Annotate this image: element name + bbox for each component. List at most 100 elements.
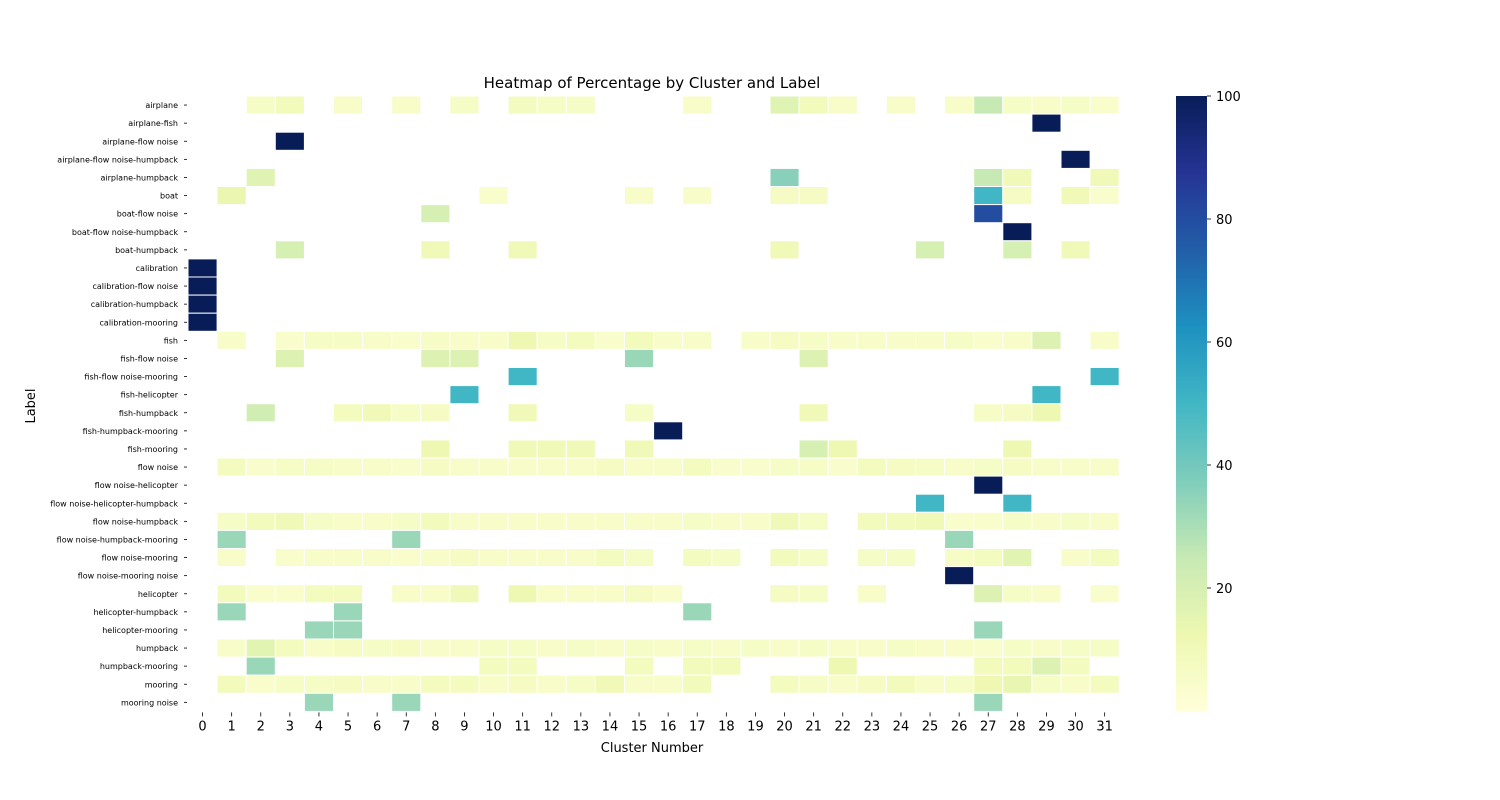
heatmap-cell: [216, 584, 247, 604]
heatmap-cell: [333, 457, 364, 477]
x-tick-label: 30: [1067, 719, 1084, 734]
heatmap-cell: [1031, 403, 1062, 423]
heatmap-cell: [594, 674, 626, 694]
heatmap-cell: [885, 511, 917, 531]
heatmap-cell: [798, 674, 829, 694]
heatmap-cell: [536, 638, 567, 658]
colorbar-tick-label: 40: [1216, 459, 1233, 474]
heatmap-cell: [885, 457, 917, 477]
heatmap-cell: [798, 403, 829, 423]
heatmap-cell: [1060, 240, 1091, 260]
heatmap-cell: [1031, 584, 1062, 604]
y-tick-label: flow noise-helicopter: [95, 481, 179, 490]
heatmap-cell: [449, 95, 480, 115]
x-tick-label: 24: [893, 719, 910, 734]
y-tick-label: calibration-humpback: [91, 300, 179, 309]
heatmap-cell: [362, 674, 393, 694]
heatmap-cell: [827, 439, 858, 459]
heatmap-cell: [1060, 638, 1091, 658]
heatmap-cell: [1002, 330, 1033, 350]
heatmap-cell: [187, 294, 218, 314]
heatmap-cell: [1031, 330, 1062, 350]
heatmap-cell: [769, 511, 800, 531]
y-tick-label: flow noise-helicopter-humpback: [50, 499, 178, 508]
heatmap-cell: [303, 638, 334, 658]
heatmap-cell: [391, 95, 422, 115]
heatmap-cell: [682, 186, 713, 206]
heatmap-cell: [1089, 95, 1120, 115]
heatmap-cell: [798, 95, 829, 115]
y-tick-label: humpback: [136, 644, 178, 653]
heatmap-cell: [1031, 511, 1062, 531]
x-tick-label: 0: [198, 719, 206, 734]
heatmap-cell: [565, 638, 596, 658]
heatmap-cell: [915, 674, 946, 694]
heatmap-cell: [478, 656, 509, 676]
heatmap-cell: [1089, 511, 1120, 531]
heatmap-cell: [624, 403, 655, 423]
colorbar-tick-label: 100: [1216, 90, 1241, 105]
heatmap-cell: [536, 457, 567, 477]
heatmap-cell: [682, 674, 713, 694]
heatmap-cell: [885, 674, 917, 694]
y-tick-label: calibration-flow noise: [92, 282, 178, 291]
heatmap-cell: [973, 457, 1004, 477]
heatmap-cell: [944, 566, 975, 586]
heatmap-cell: [420, 638, 451, 658]
heatmap-cell: [449, 511, 480, 531]
x-tick-label: 12: [543, 719, 560, 734]
heatmap-cell: [216, 457, 247, 477]
heatmap-cell: [1089, 674, 1120, 694]
heatmap-cell: [1031, 95, 1062, 115]
heatmap-cell: [740, 638, 771, 658]
heatmap-cell: [565, 439, 596, 459]
heatmap-cell: [565, 674, 596, 694]
heatmap-cell: [420, 584, 451, 604]
heatmap-cell: [333, 620, 364, 640]
y-tick-label: fish-flow noise-mooring: [84, 373, 178, 382]
heatmap-cell: [653, 511, 684, 531]
heatmap-cell: [973, 620, 1004, 640]
x-tick-label: 10: [485, 719, 502, 734]
x-tick-label: 18: [718, 719, 735, 734]
heatmap-cell: [1089, 186, 1120, 206]
heatmap-cell: [594, 457, 626, 477]
heatmap-cell: [798, 584, 829, 604]
heatmap-cell: [682, 511, 713, 531]
heatmap-cell: [1060, 548, 1091, 568]
heatmap-cell: [1002, 674, 1033, 694]
heatmap-cell: [536, 548, 567, 568]
heatmap-cell: [915, 240, 946, 260]
heatmap-cell: [769, 584, 800, 604]
heatmap-cell: [420, 204, 451, 224]
heatmap-cell: [565, 511, 596, 531]
heatmap-cell: [740, 457, 771, 477]
heatmap-cell: [624, 186, 655, 206]
heatmap-cell: [507, 367, 538, 387]
heatmap-cell: [915, 457, 946, 477]
heatmap-cell: [944, 638, 975, 658]
y-tick-label: flow noise-humpback: [93, 517, 179, 526]
heatmap-cell: [507, 674, 538, 694]
heatmap-cell: [303, 692, 334, 712]
x-tick-label: 2: [257, 719, 265, 734]
heatmap-cell: [420, 330, 451, 350]
y-tick-labels: airplane airplane-fish airplane-flow noise…: [50, 101, 187, 707]
heatmap-cell: [507, 548, 538, 568]
heatmap-cell: [1002, 240, 1033, 260]
heatmap-cell: [711, 548, 742, 568]
heatmap-cell: [885, 330, 917, 350]
heatmap-cell: [1060, 149, 1091, 169]
heatmap-cell: [856, 674, 887, 694]
heatmap-cell: [973, 167, 1004, 187]
heatmap-cell: [1060, 95, 1091, 115]
heatmap-cell: [507, 656, 538, 676]
heatmap-cell: [769, 330, 800, 350]
heatmap-cell: [187, 276, 218, 296]
heatmap-cell: [624, 548, 655, 568]
heatmap-cell: [973, 584, 1004, 604]
heatmap-cell: [391, 584, 422, 604]
heatmap-cell: [245, 95, 276, 115]
heatmap-cell: [245, 511, 276, 531]
heatmap-cell: [478, 511, 509, 531]
